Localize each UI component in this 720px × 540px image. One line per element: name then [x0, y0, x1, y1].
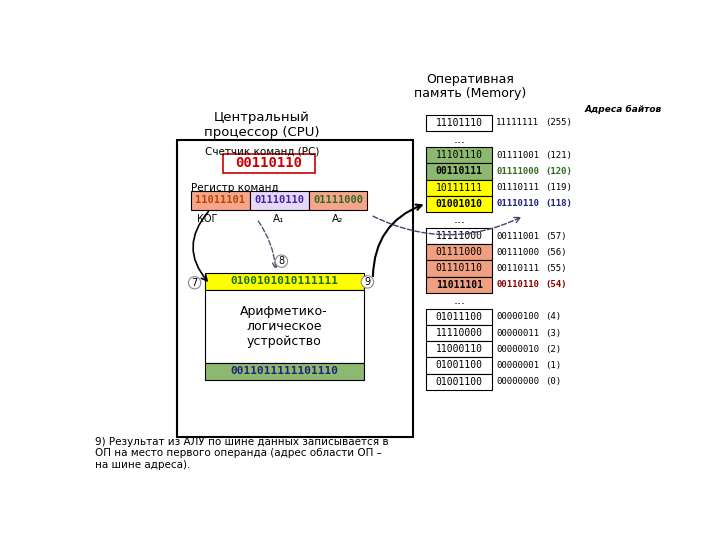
Text: Счетчик команд (PC): Счетчик команд (PC) [205, 146, 319, 157]
Text: (118): (118) [545, 199, 572, 208]
Text: 9) Результат из АЛУ по шине данных записывается в
ОП на место первого операнда (: 9) Результат из АЛУ по шине данных запис… [96, 437, 389, 470]
Text: 00000011: 00000011 [496, 329, 539, 338]
Text: 0011011111101110: 0011011111101110 [230, 366, 338, 376]
Text: Оперативная
память (Memory): Оперативная память (Memory) [413, 72, 526, 100]
Text: 01111000: 01111000 [313, 195, 363, 205]
Text: 01110110: 01110110 [254, 195, 304, 205]
Bar [426, 309, 492, 325]
Text: (3): (3) [545, 329, 561, 338]
Bar [426, 244, 492, 260]
Text: Арифметико-
логическое
устройство: Арифметико- логическое устройство [240, 305, 328, 348]
Text: (119): (119) [545, 183, 572, 192]
Bar [426, 164, 492, 179]
Bar [191, 191, 250, 210]
Text: 11101110: 11101110 [436, 150, 483, 160]
Text: Адреса байтов: Адреса байтов [585, 105, 662, 114]
Bar [426, 195, 492, 212]
Text: 01110111: 01110111 [496, 183, 539, 192]
Bar [250, 191, 309, 210]
Text: 00000100: 00000100 [496, 313, 539, 321]
Bar [309, 191, 367, 210]
Text: (57): (57) [545, 232, 567, 241]
Text: КОГ: КОГ [197, 214, 217, 224]
Text: 01111001: 01111001 [496, 151, 539, 160]
Text: A₂: A₂ [333, 214, 343, 224]
Bar [426, 147, 492, 164]
Text: Регистр команд: Регистр команд [191, 184, 279, 193]
Text: ...: ... [454, 133, 465, 146]
Text: 11111000: 11111000 [436, 231, 483, 241]
Text: 01001100: 01001100 [436, 361, 483, 370]
Text: (2): (2) [545, 345, 561, 354]
Text: 00111001: 00111001 [496, 232, 539, 241]
Text: 01110110: 01110110 [496, 199, 539, 208]
Text: 00110111: 00110111 [436, 166, 483, 177]
Circle shape [275, 255, 287, 267]
Text: 01111000: 01111000 [496, 167, 539, 176]
Bar [426, 115, 492, 131]
Text: Центральный
процессор (CPU): Центральный процессор (CPU) [204, 111, 320, 139]
Bar [177, 140, 413, 437]
Text: (255): (255) [545, 118, 572, 127]
Text: ...: ... [454, 294, 465, 307]
Text: 00000001: 00000001 [496, 361, 539, 370]
Text: 10111111: 10111111 [436, 183, 483, 193]
Bar [426, 179, 492, 195]
Bar [426, 276, 492, 293]
Text: 11110000: 11110000 [436, 328, 483, 338]
Text: 01111000: 01111000 [436, 247, 483, 257]
Text: 00111000: 00111000 [496, 248, 539, 257]
Text: (121): (121) [545, 151, 572, 160]
Bar [204, 289, 364, 363]
Text: (55): (55) [545, 264, 567, 273]
Bar [426, 374, 492, 390]
Bar [426, 228, 492, 244]
Bar [426, 260, 492, 276]
Text: 9: 9 [364, 277, 371, 287]
Text: 7: 7 [192, 278, 198, 288]
Bar [204, 273, 364, 289]
Bar [204, 363, 364, 380]
Text: 11011101: 11011101 [195, 195, 246, 205]
Text: (0): (0) [545, 377, 561, 386]
Text: 00000000: 00000000 [496, 377, 539, 386]
Text: 00110111: 00110111 [496, 264, 539, 273]
Text: 0100101010111111: 0100101010111111 [230, 276, 338, 286]
Text: A₁: A₁ [274, 214, 285, 224]
Text: (54): (54) [545, 280, 567, 289]
Text: 00110110: 00110110 [496, 280, 539, 289]
Text: 8: 8 [279, 256, 284, 266]
Text: 11000110: 11000110 [436, 345, 483, 354]
Text: 11011101: 11011101 [436, 280, 483, 289]
Bar [426, 325, 492, 341]
Text: 01001100: 01001100 [436, 377, 483, 387]
Text: 00000010: 00000010 [496, 345, 539, 354]
Text: 11101110: 11101110 [436, 118, 483, 128]
Text: ...: ... [454, 213, 465, 226]
Text: (56): (56) [545, 248, 567, 257]
Text: 00110110: 00110110 [235, 157, 302, 170]
Bar [426, 357, 492, 374]
Bar [223, 154, 315, 173]
Circle shape [189, 276, 201, 289]
Text: 11111111: 11111111 [496, 118, 539, 127]
Bar [426, 341, 492, 357]
Text: (4): (4) [545, 313, 561, 321]
Text: 01110110: 01110110 [436, 264, 483, 273]
Text: 01011100: 01011100 [436, 312, 483, 322]
Text: (1): (1) [545, 361, 561, 370]
Circle shape [361, 276, 374, 288]
Text: 01001010: 01001010 [436, 199, 483, 209]
Text: (120): (120) [545, 167, 572, 176]
